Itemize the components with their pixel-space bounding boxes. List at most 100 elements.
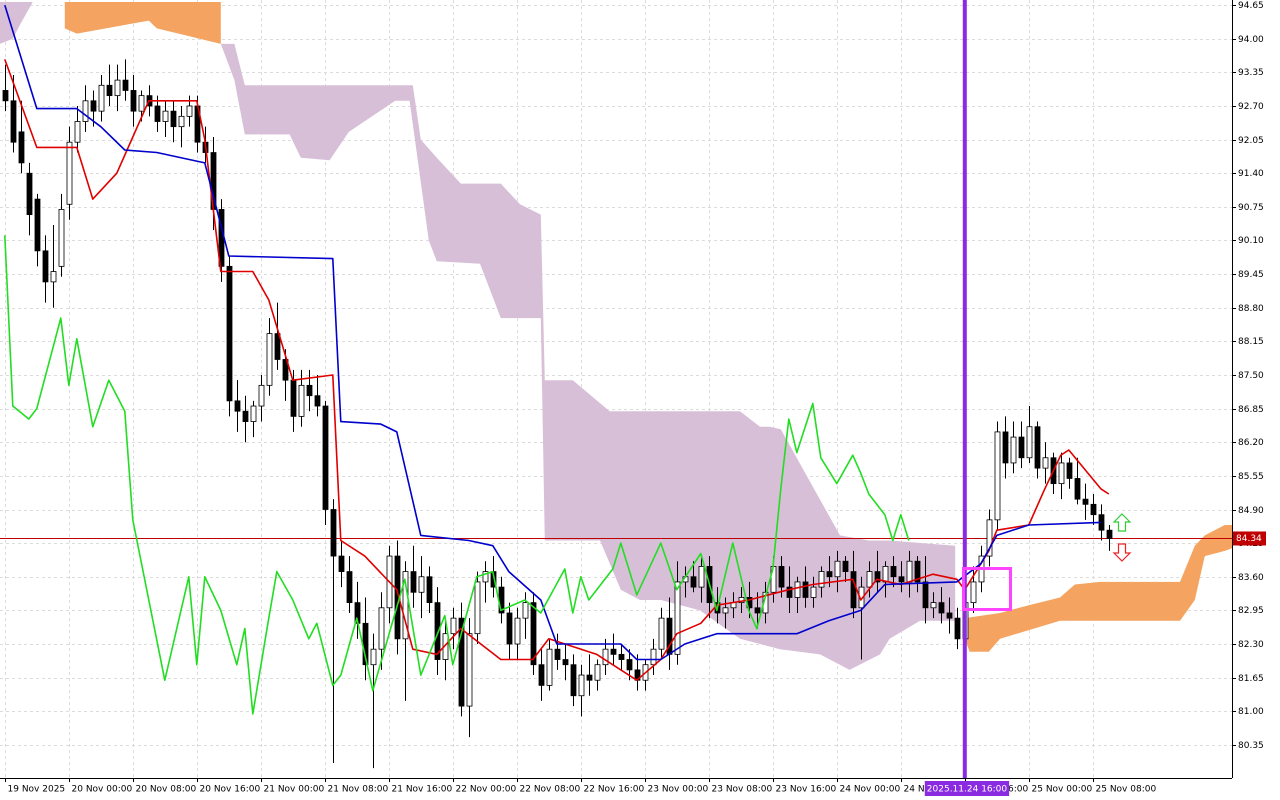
candle-body — [938, 602, 945, 614]
price-label-bg — [1233, 531, 1266, 546]
candle-body — [154, 105, 161, 122]
y-tick-label: 94.00 — [1238, 35, 1264, 45]
overlay — [962, 513, 1132, 611]
x-tick-label: 25 Nov 08:00 — [1096, 785, 1157, 795]
candle-body — [522, 602, 529, 619]
candle-body — [2, 90, 9, 102]
y-tick-label: 81.00 — [1238, 707, 1264, 717]
x-tick-label: 23 Nov 08:00 — [712, 785, 773, 795]
x-tick-label: 21 Nov 08:00 — [328, 785, 389, 795]
candle-body — [690, 576, 697, 588]
candle-body — [890, 566, 897, 578]
candle-body — [122, 79, 129, 91]
candle-body — [722, 607, 729, 614]
candle-body — [290, 379, 297, 417]
y-tick-label: 85.55 — [1238, 472, 1264, 482]
y-tick-label: 91.40 — [1238, 169, 1264, 179]
candle-body — [450, 617, 457, 635]
x-tick-label: 22 Nov 16:00 — [584, 785, 645, 795]
candle-body — [1090, 503, 1097, 516]
x-tick-label: 19 Nov 2025 — [8, 785, 66, 795]
candle-body — [258, 384, 265, 407]
candle-body — [674, 581, 681, 655]
y-tick-label: 84.90 — [1238, 506, 1264, 516]
candle-body — [626, 659, 633, 671]
candle-body — [530, 602, 537, 666]
y-tick-label: 90.75 — [1238, 203, 1264, 213]
candle-body — [74, 121, 81, 143]
candle-body — [1066, 462, 1073, 479]
y-tick-label: 82.30 — [1238, 640, 1264, 650]
candle-body — [610, 648, 617, 655]
candle-body — [586, 674, 593, 681]
candle-body — [314, 395, 321, 407]
candle-body — [594, 664, 601, 681]
candle-body — [850, 571, 857, 609]
candle-body — [34, 198, 41, 252]
candle-body — [882, 566, 889, 583]
candle-body — [130, 90, 137, 112]
candle-body — [970, 581, 977, 604]
candle-body — [1106, 529, 1113, 539]
candle-body — [946, 612, 953, 619]
candle-body — [266, 333, 273, 386]
candle-body — [930, 602, 937, 609]
indicator-line — [4, 4, 1101, 661]
x-tick-label: 25 Nov 00:00 — [1032, 785, 1093, 795]
candle-body — [458, 617, 465, 707]
candle-body — [986, 519, 993, 557]
candle-body — [1074, 478, 1081, 500]
cloud — [64, 2, 221, 44]
candle-body — [514, 617, 521, 645]
candle-body — [570, 664, 577, 697]
candle-body — [474, 581, 481, 635]
candle-body — [1082, 498, 1089, 505]
candle-body — [306, 384, 313, 397]
candle-body — [922, 581, 929, 609]
candle-body — [298, 384, 305, 417]
candle-body — [242, 410, 249, 422]
candle-body — [834, 560, 841, 578]
x-tick-label: 23 Nov 16:00 — [776, 785, 837, 795]
candle-body — [26, 172, 33, 216]
candle-body — [250, 405, 257, 422]
candle-body — [602, 648, 609, 666]
candle-body — [410, 571, 417, 593]
candle-body — [82, 100, 89, 122]
candle-body — [842, 560, 849, 572]
x-tick-label: 21 Nov 16:00 — [392, 785, 453, 795]
candle-body — [162, 110, 169, 122]
candle-body — [1010, 436, 1017, 464]
y-tick-label: 90.10 — [1238, 236, 1264, 246]
y-tick-label: 88.15 — [1238, 337, 1264, 347]
indicator-line — [4, 59, 1110, 681]
price-label: 84.34 — [1236, 534, 1262, 544]
candle-body — [418, 576, 425, 593]
y-tick-label: 89.45 — [1238, 270, 1264, 280]
candle-body — [754, 607, 761, 614]
cloud — [964, 525, 1232, 652]
x-tick-label: 20 Nov 00:00 — [72, 785, 133, 795]
candle-body — [794, 581, 801, 598]
highlight-box — [962, 567, 1012, 611]
candle-body — [1042, 457, 1049, 469]
candle-body — [114, 79, 121, 97]
candle-body — [330, 509, 337, 557]
candle-body — [506, 612, 513, 645]
y-tick-label: 92.05 — [1238, 136, 1264, 146]
candle-body — [874, 571, 881, 583]
candle-body — [538, 664, 545, 686]
candle-body — [1018, 436, 1025, 459]
candle-body — [66, 141, 73, 205]
x-tick-label: 22 Nov 08:00 — [520, 785, 581, 795]
y-tick-label: 93.35 — [1238, 68, 1264, 78]
candle-body — [658, 617, 665, 650]
x-tick-label: 22 Nov 00:00 — [456, 785, 517, 795]
y-tick-label: 82.95 — [1238, 606, 1264, 616]
candle-body — [554, 648, 561, 660]
candle-body — [42, 250, 49, 283]
